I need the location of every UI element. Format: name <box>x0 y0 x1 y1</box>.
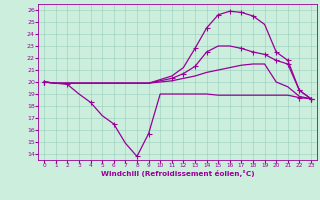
X-axis label: Windchill (Refroidissement éolien,°C): Windchill (Refroidissement éolien,°C) <box>101 170 254 177</box>
